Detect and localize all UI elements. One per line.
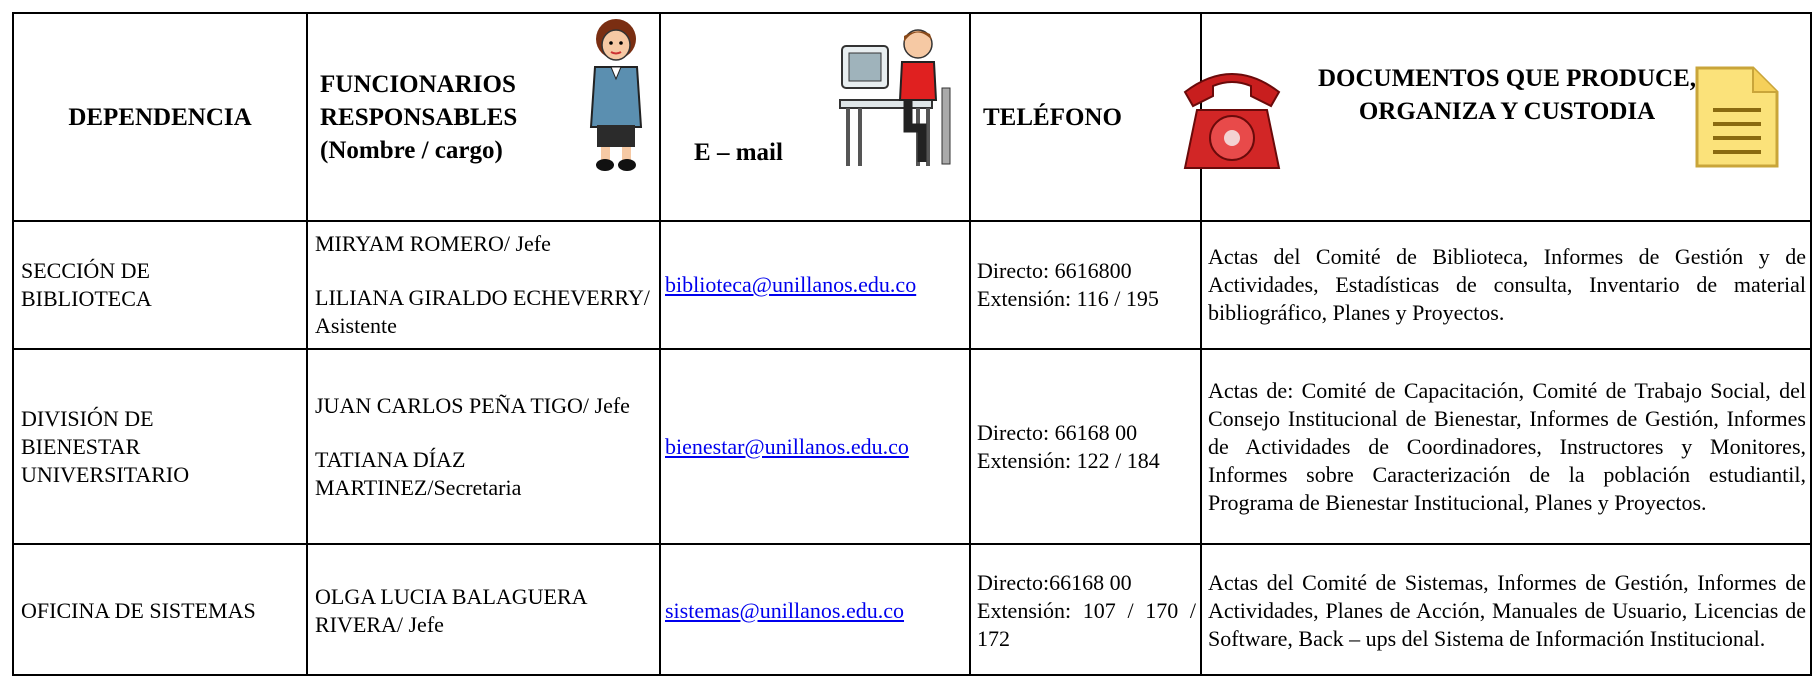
column-rule bbox=[1810, 12, 1812, 676]
computer-icon bbox=[839, 29, 951, 166]
documents-cell: Actas del Comité de Biblioteca, Informes… bbox=[1202, 222, 1812, 348]
phone-line: Directo: 6616800 bbox=[977, 258, 1132, 283]
dependency: OFICINA DE SISTEMAS bbox=[21, 597, 256, 623]
phone-line: Extensión: 122 / 184 bbox=[977, 447, 1160, 473]
header-cell: TELÉFONO bbox=[971, 14, 1200, 220]
staff-name: LILIANA GIRALDO ECHEVERRY/ Asistente bbox=[315, 285, 650, 338]
documents: Actas del Comité de Sistemas, Informes d… bbox=[1208, 569, 1806, 651]
header-text: ORGANIZA Y CUSTODIA bbox=[1358, 98, 1656, 125]
header-text: (Nombre / cargo) bbox=[320, 136, 503, 164]
header-text: DOCUMENTOS QUE PRODUCE, bbox=[1317, 65, 1697, 92]
email-link[interactable]: biblioteca@unillanos.edu.co bbox=[665, 272, 917, 297]
phone-line: Directo: 66168 00 bbox=[977, 419, 1138, 445]
documents: Actas del Comité de Biblioteca, Informes… bbox=[1208, 244, 1806, 325]
row-rule bbox=[12, 220, 1812, 222]
dependency: DIVISIÓN DE BIENESTAR UNIVERSITARIO bbox=[21, 405, 190, 487]
email-link[interactable]: sistemas@unillanos.edu.co bbox=[665, 597, 905, 623]
email-cell: biblioteca@unillanos.edu.co bbox=[661, 222, 969, 348]
row-rule bbox=[12, 543, 1812, 545]
documents-cell: Actas de: Comité de Capacitación, Comité… bbox=[1202, 350, 1812, 543]
header-cell: FUNCIONARIOS RESPONSABLES (Nombre / cargo) bbox=[308, 14, 659, 220]
header-text: DEPENDENCIA bbox=[68, 103, 252, 131]
phone-line: Directo:66168 00 bbox=[977, 569, 1132, 595]
staff-name: MIRYAM ROMERO/ Jefe bbox=[315, 231, 551, 256]
column-rule bbox=[12, 12, 14, 676]
column-rule bbox=[969, 12, 971, 676]
header-text: E – mail bbox=[694, 138, 783, 166]
row-rule bbox=[12, 348, 1812, 350]
documents-cell: Actas del Comité de Sistemas, Informes d… bbox=[1202, 545, 1812, 676]
header-cell: E – mail bbox=[661, 14, 969, 220]
phone-cell: Directo:66168 00 Extensión: 107 / 170 / 1… bbox=[971, 545, 1200, 676]
dependency-cell: SECCIÓN DE BIBLIOTECA bbox=[14, 222, 306, 348]
staff-name: JUAN CARLOS PEÑA TIGO/ Jefe bbox=[315, 392, 630, 418]
phone-cell: Directo: 6616800 Extensión: 116 / 195 bbox=[971, 222, 1200, 348]
phone-line: Extensión: 116 / 195 bbox=[977, 286, 1159, 311]
header-cell: DEPENDENCIA bbox=[14, 14, 306, 220]
dependency-cell: DIVISIÓN DE BIENESTAR UNIVERSITARIO bbox=[14, 350, 306, 543]
staff-name: OLGA LUCIA BALAGUERA RIVERA/ Jefe bbox=[315, 583, 587, 637]
header-cell: DOCUMENTOS QUE PRODUCE, ORGANIZA Y CUSTOD… bbox=[1202, 14, 1812, 220]
document-icon bbox=[1695, 66, 1779, 168]
spacer bbox=[315, 258, 655, 284]
staff-cell: MIRYAM ROMERO/ Jefe LILIANA GIRALDO ECHEV… bbox=[308, 222, 659, 348]
header-text: FUNCIONARIOS bbox=[320, 70, 516, 98]
staff-name: TATIANA DÍAZ MARTINEZ/Secretaria bbox=[315, 446, 522, 500]
email-link[interactable]: bienestar@unillanos.edu.co bbox=[665, 433, 909, 459]
phone-icon bbox=[1183, 73, 1281, 169]
row-rule bbox=[12, 12, 1812, 14]
staff-cell: JUAN CARLOS PEÑA TIGO/ Jefe TATIANA DÍAZ … bbox=[308, 350, 659, 543]
dependency-cell: OFICINA DE SISTEMAS bbox=[14, 545, 306, 676]
spacer bbox=[315, 420, 655, 446]
documents: Actas de: Comité de Capacitación, Comité… bbox=[1208, 377, 1806, 515]
column-rule bbox=[659, 12, 661, 676]
header-text: RESPONSABLES bbox=[320, 103, 518, 131]
header-text: TELÉFONO bbox=[983, 103, 1122, 131]
email-cell: bienestar@unillanos.edu.co bbox=[661, 350, 969, 543]
staff-cell: OLGA LUCIA BALAGUERA RIVERA/ Jefe bbox=[308, 545, 659, 676]
column-rule bbox=[306, 12, 308, 676]
dependency: SECCIÓN DE BIBLIOTECA bbox=[21, 258, 152, 311]
phone-line: Extensión: 107 / 170 / 172 bbox=[977, 597, 1196, 651]
column-rule bbox=[1200, 12, 1202, 676]
row-rule bbox=[12, 674, 1812, 676]
phone-cell: Directo: 66168 00 Extensión: 122 / 184 bbox=[971, 350, 1200, 543]
woman-icon bbox=[589, 19, 643, 171]
email-cell: sistemas@unillanos.edu.co bbox=[661, 545, 969, 676]
